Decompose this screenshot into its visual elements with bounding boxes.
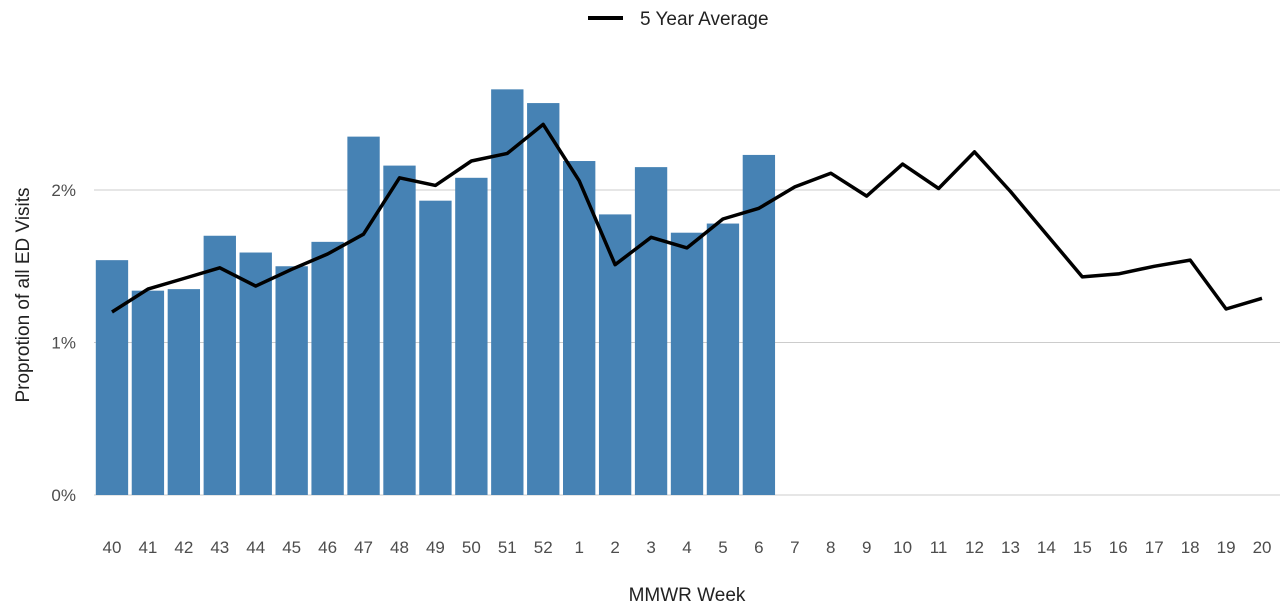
bar-week-47	[347, 136, 380, 495]
bar-week-6	[742, 154, 776, 496]
legend: 5 Year Average	[588, 9, 769, 30]
x-tick-label: 42	[174, 538, 193, 557]
x-tick-label: 18	[1181, 538, 1200, 557]
y-tick-label: 2%	[51, 181, 76, 200]
x-tick-label: 52	[534, 538, 553, 557]
bar-week-4	[670, 232, 704, 495]
bar-week-41	[131, 290, 165, 495]
bar-week-42	[167, 289, 201, 495]
x-tick-label: 40	[103, 538, 122, 557]
x-tick-label: 6	[754, 538, 763, 557]
bar-week-51	[491, 89, 524, 495]
x-tick-label: 15	[1073, 538, 1092, 557]
x-tick-label: 3	[646, 538, 655, 557]
legend-label: 5 Year Average	[640, 9, 769, 30]
bar-week-46	[311, 241, 344, 495]
bar-week-48	[383, 165, 416, 495]
bar-week-1	[563, 161, 596, 495]
x-tick-label: 5	[718, 538, 727, 557]
x-tick-label: 46	[318, 538, 337, 557]
x-tick-label: 47	[354, 538, 373, 557]
x-tick-label: 8	[826, 538, 835, 557]
x-tick-label: 16	[1109, 538, 1128, 557]
x-tick-label: 9	[862, 538, 871, 557]
x-tick-label: 13	[1001, 538, 1020, 557]
bars	[95, 89, 776, 496]
x-tick-label: 14	[1037, 538, 1056, 557]
x-tick-label: 44	[246, 538, 265, 557]
x-tick-label: 4	[682, 538, 691, 557]
x-tick-label: 48	[390, 538, 409, 557]
bar-week-40	[95, 260, 129, 495]
x-tick-label: 19	[1217, 538, 1236, 557]
bar-week-44	[239, 252, 272, 495]
x-tick-label: 45	[282, 538, 301, 557]
x-tick-label: 41	[138, 538, 157, 557]
x-tick-label: 51	[498, 538, 517, 557]
y-tick-label: 0%	[51, 486, 76, 505]
bar-week-5	[706, 223, 740, 496]
five-year-average-line	[111, 122, 1263, 314]
bar-week-50	[455, 177, 488, 496]
bar-week-52	[527, 103, 560, 495]
x-tick-label: 20	[1253, 538, 1272, 557]
bar-week-3	[634, 167, 668, 495]
x-tick-label: 12	[965, 538, 984, 557]
x-tick-label: 17	[1145, 538, 1164, 557]
x-tick-label: 2	[610, 538, 619, 557]
x-tick-label: 11	[930, 538, 948, 557]
bar-week-43	[203, 235, 236, 495]
x-tick-label: 43	[210, 538, 229, 557]
average-line-layer	[111, 122, 1263, 314]
bar-week-45	[275, 266, 308, 495]
x-tick-label: 10	[893, 538, 912, 557]
x-axis-ticks: 40 41 42 43 44 45 46 47 48 49 50 51 52 1 2 3 4 5 6 7 8 9 10 11 1…	[103, 538, 1272, 557]
y-axis-title: Proprotion of all ED Visits	[13, 187, 34, 402]
x-tick-label: 7	[790, 538, 799, 557]
x-tick-label: 49	[426, 538, 445, 557]
x-axis-title: MMWR Week	[629, 585, 746, 606]
bar-week-49	[419, 200, 452, 496]
x-tick-label: 50	[462, 538, 481, 557]
y-tick-label: 1%	[51, 334, 76, 353]
x-tick-label: 1	[574, 538, 583, 557]
y-axis-ticks: 0% 1% 2%	[51, 181, 76, 505]
